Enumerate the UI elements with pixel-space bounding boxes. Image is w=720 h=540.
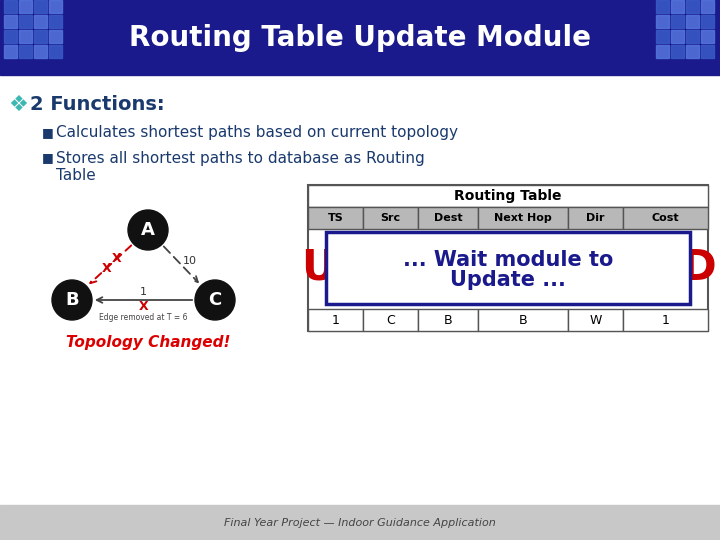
Bar [656, 15, 669, 28]
Text: X: X [102, 262, 111, 275]
Bar [623, 207, 708, 229]
Bar [34, 15, 47, 28]
Bar [701, 15, 714, 28]
Bar [656, 45, 669, 58]
Text: Final Year Project — Indoor Guidance Application: Final Year Project — Indoor Guidance App… [224, 517, 496, 528]
Bar [701, 45, 714, 58]
Bar [363, 207, 418, 229]
Bar [19, 45, 32, 58]
Bar [671, 0, 684, 13]
Bar [701, 0, 714, 13]
Text: D: D [680, 247, 715, 289]
Bar [0, 45, 720, 505]
Bar [656, 0, 669, 13]
Bar [0, 0, 720, 75]
Bar [19, 30, 32, 43]
Bar [34, 45, 47, 58]
Bar [623, 309, 708, 331]
Bar [568, 207, 623, 229]
Text: 2 Functions:: 2 Functions: [30, 96, 165, 114]
Bar [686, 45, 699, 58]
Bar [686, 0, 699, 13]
Bar [4, 15, 17, 28]
Text: 1: 1 [140, 287, 147, 297]
Text: Dest: Dest [433, 213, 462, 223]
Text: 10: 10 [182, 256, 197, 266]
Bar [686, 30, 699, 43]
Bar [49, 0, 62, 13]
Bar [363, 309, 418, 331]
Bar [49, 30, 62, 43]
Text: 1: 1 [662, 314, 670, 327]
Text: Src: Src [380, 213, 400, 223]
Text: TS: TS [328, 213, 343, 223]
Bar [19, 15, 32, 28]
Bar [418, 207, 478, 229]
Bar [671, 30, 684, 43]
Bar [671, 45, 684, 58]
Bar [568, 309, 623, 331]
Bar [4, 0, 17, 13]
Bar [326, 232, 690, 304]
Text: X: X [139, 300, 148, 313]
Text: Routing Table Update Module: Routing Table Update Module [129, 24, 591, 51]
Bar [478, 309, 568, 331]
Bar [19, 0, 32, 13]
Text: Table: Table [56, 168, 96, 184]
Text: ... Wait module to: ... Wait module to [402, 250, 613, 270]
Text: A: A [141, 221, 155, 239]
Circle shape [52, 280, 92, 320]
Circle shape [195, 280, 235, 320]
Bar [308, 185, 708, 207]
Bar [4, 45, 17, 58]
Bar [418, 309, 478, 331]
Text: 1: 1 [332, 314, 339, 327]
Bar [49, 15, 62, 28]
Text: U: U [301, 247, 335, 289]
Bar [686, 15, 699, 28]
Bar [478, 207, 568, 229]
Bar [34, 30, 47, 43]
Text: B: B [66, 291, 78, 309]
Bar [4, 30, 17, 43]
Text: Update ...: Update ... [450, 270, 566, 290]
Circle shape [128, 210, 168, 250]
Text: B: B [518, 314, 527, 327]
Text: Stores all shortest paths to database as Routing: Stores all shortest paths to database as… [56, 151, 425, 165]
Text: Calculates shortest paths based on current topology: Calculates shortest paths based on curre… [56, 125, 458, 140]
Bar [49, 45, 62, 58]
Text: Edge removed at T = 6: Edge removed at T = 6 [99, 314, 188, 322]
Bar [308, 207, 363, 229]
Text: C: C [386, 314, 395, 327]
Text: Cost: Cost [652, 213, 679, 223]
Bar [0, 505, 720, 540]
Text: C: C [208, 291, 222, 309]
Bar [308, 309, 363, 331]
Text: X: X [112, 252, 122, 265]
Text: Routing Table: Routing Table [454, 189, 562, 203]
Bar [701, 30, 714, 43]
Text: Topology Changed!: Topology Changed! [66, 334, 230, 349]
Bar [671, 15, 684, 28]
Bar [656, 30, 669, 43]
Text: W: W [589, 314, 602, 327]
Text: ■: ■ [42, 152, 54, 165]
Text: ❖: ❖ [8, 95, 28, 115]
Text: Dir: Dir [586, 213, 605, 223]
Text: ■: ■ [42, 126, 54, 139]
Bar [34, 0, 47, 13]
Text: B: B [444, 314, 452, 327]
Bar [308, 185, 708, 331]
Text: Next Hop: Next Hop [494, 213, 552, 223]
